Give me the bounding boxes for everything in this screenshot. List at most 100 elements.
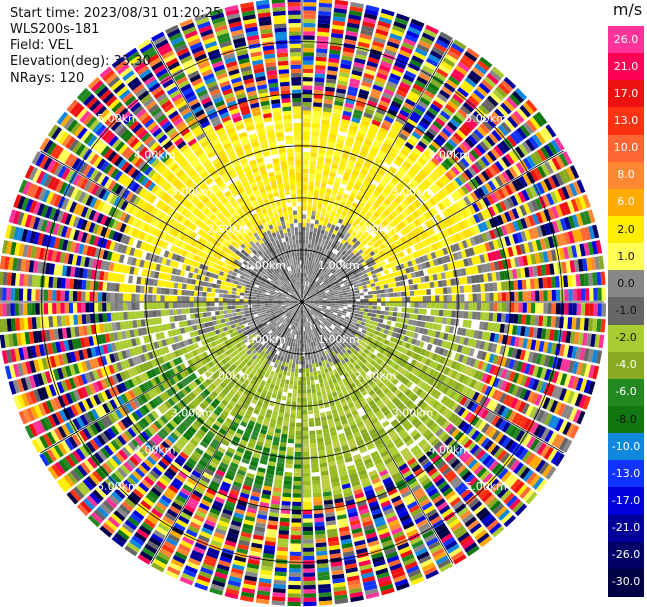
- velocity-gate: [576, 288, 582, 301]
- velocity-gate: [389, 261, 396, 268]
- velocity-gate: [432, 370, 440, 379]
- velocity-gate: [542, 315, 548, 327]
- velocity-gate: [504, 211, 512, 222]
- velocity-gate: [567, 317, 573, 330]
- velocity-gate: [427, 351, 434, 360]
- velocity-gate: [429, 50, 443, 60]
- velocity-gate: [487, 180, 497, 191]
- velocity-gate: [320, 182, 327, 188]
- velocity-gate: [331, 28, 344, 35]
- velocity-gate: [292, 393, 297, 398]
- velocity-gate: [309, 297, 314, 300]
- velocity-gate: [447, 310, 452, 318]
- velocity-gate: [342, 310, 347, 314]
- velocity-gate: [331, 285, 337, 289]
- velocity-gate: [313, 245, 317, 250]
- velocity-gate: [435, 179, 444, 189]
- velocity-gate: [303, 331, 306, 336]
- velocity-gate: [398, 323, 404, 329]
- velocity-gate: [286, 358, 290, 364]
- velocity-gate: [534, 315, 540, 326]
- velocity-gate: [376, 294, 382, 298]
- velocity-gate: [327, 179, 334, 186]
- velocity-gate: [308, 294, 313, 298]
- velocity-gate: [423, 178, 432, 188]
- velocity-gate: [303, 18, 316, 24]
- velocity-gate: [420, 117, 431, 127]
- velocity-gate: [439, 302, 444, 309]
- velocity-gate: [313, 271, 317, 276]
- velocity-gate: [575, 213, 584, 227]
- velocity-gate: [398, 132, 408, 141]
- velocity-gate: [544, 263, 551, 276]
- velocity-gate: [500, 140, 511, 152]
- velocity-gate: [331, 302, 336, 304]
- velocity-gate: [343, 171, 351, 178]
- velocity-gate: [321, 307, 327, 310]
- velocity-gate: [414, 187, 423, 196]
- velocity-gate: [410, 18, 425, 28]
- velocity-gate: [375, 225, 383, 232]
- velocity-gate: [410, 296, 415, 302]
- velocity-gate: [388, 311, 394, 316]
- velocity-gate: [459, 336, 465, 345]
- velocity-gate: [522, 173, 532, 186]
- velocity-gate: [377, 342, 384, 348]
- velocity-gate: [365, 221, 372, 228]
- velocity-gate: [526, 155, 536, 168]
- velocity-gate: [445, 207, 454, 216]
- velocity-gate: [312, 198, 318, 204]
- velocity-gate: [318, 299, 323, 302]
- velocity-gate: [444, 158, 454, 168]
- velocity-gate: [382, 247, 389, 254]
- velocity-gate: [286, 396, 292, 402]
- velocity-gate: [550, 342, 557, 355]
- velocity-gate: [291, 522, 302, 527]
- velocity-gate: [456, 200, 464, 210]
- velocity-gate: [327, 205, 333, 211]
- velocity-gate: [319, 312, 324, 316]
- velocity-gate: [352, 249, 358, 255]
- velocity-gate: [319, 275, 323, 280]
- velocity-gate: [448, 270, 455, 278]
- velocity-gate: [491, 204, 500, 215]
- velocity-gate: [488, 312, 494, 322]
- velocity-gate: [309, 278, 313, 283]
- velocity-gate: [372, 254, 378, 261]
- velocity-gate: [319, 365, 324, 371]
- velocity-gate: [336, 84, 347, 90]
- velocity-gate: [544, 429, 554, 443]
- velocity-gate: [335, 275, 341, 280]
- velocity-gate: [534, 197, 543, 210]
- velocity-gate: [359, 311, 364, 315]
- velocity-gate: [302, 135, 310, 140]
- velocity-gate: [332, 159, 340, 166]
- velocity-gate: [398, 213, 406, 221]
- velocity-gate: [469, 378, 477, 389]
- velocity-gate: [511, 412, 521, 424]
- velocity-gate: [516, 232, 524, 243]
- velocity-gate: [302, 472, 311, 477]
- velocity-gate: [524, 326, 530, 337]
- velocity-gate: [349, 240, 355, 247]
- velocity-gate: [290, 355, 294, 360]
- velocity-gate: [504, 118, 515, 131]
- velocity-gate: [430, 157, 440, 166]
- velocity-gate: [500, 313, 506, 323]
- velocity-gate: [333, 290, 339, 294]
- velocity-gate: [451, 179, 460, 189]
- velocity-gate: [515, 348, 522, 360]
- velocity-gate: [570, 198, 579, 212]
- velocity-gate: [303, 272, 305, 278]
- velocity-gate: [328, 266, 333, 271]
- velocity-gate: [435, 302, 440, 309]
- velocity-gate: [520, 217, 528, 229]
- velocity-gate: [395, 116, 406, 125]
- velocity-gate: [497, 260, 504, 270]
- velocity-gate: [293, 476, 302, 482]
- velocity-gate: [451, 302, 457, 310]
- velocity-gate: [280, 365, 285, 371]
- velocity-gate: [304, 290, 307, 295]
- velocity-gate: [380, 260, 386, 267]
- velocity-gate: [518, 291, 523, 302]
